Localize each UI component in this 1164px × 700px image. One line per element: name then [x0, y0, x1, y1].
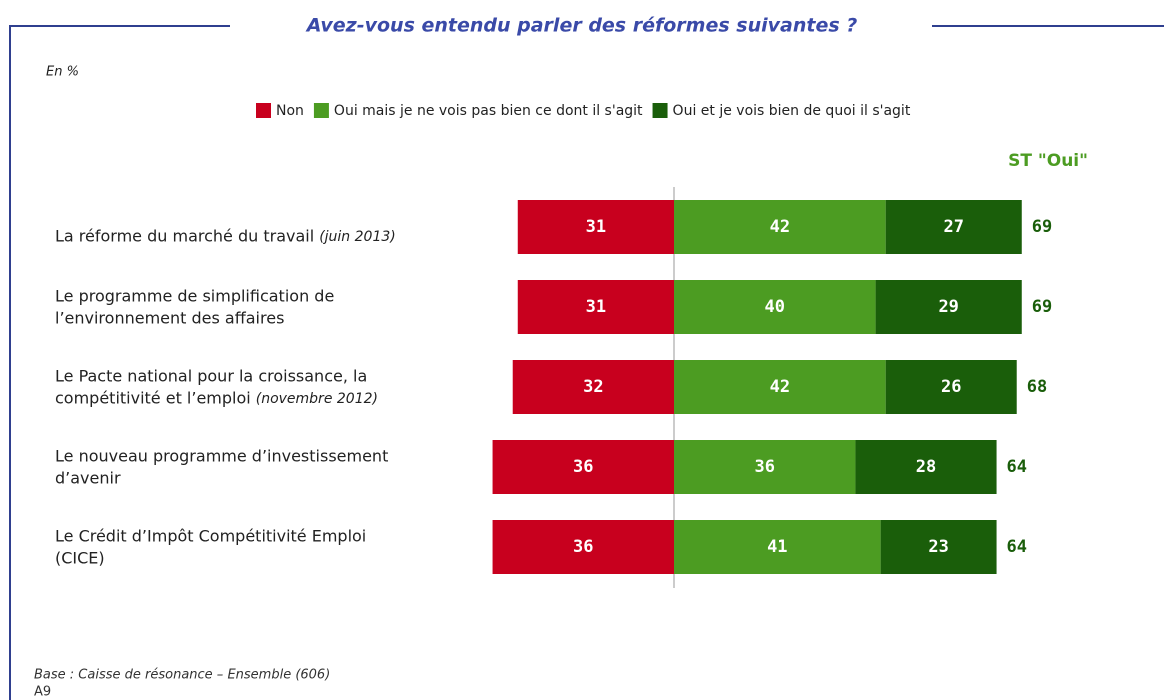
legend-swatch	[313, 103, 329, 118]
category-label: Le programme de simplification de	[55, 287, 334, 306]
footnote: Base : Caisse de résonance – Ensemble (6…	[34, 668, 330, 683]
bar-segment	[674, 280, 876, 334]
bar-segment	[880, 520, 997, 574]
value-label: 36	[754, 457, 774, 477]
value-label: 42	[770, 377, 790, 397]
value-label: 40	[765, 297, 785, 317]
category-label: d’avenir	[55, 469, 121, 488]
category-note: (novembre 2012)	[256, 391, 378, 407]
value-label: 32	[583, 377, 603, 397]
value-label: 36	[573, 457, 593, 477]
chart-title: Avez-vous entendu parler des réformes su…	[305, 15, 858, 37]
total-label: 64	[1007, 457, 1027, 477]
total-label: 69	[1032, 217, 1052, 237]
bar-segment	[875, 280, 1022, 334]
legend-label: Oui mais je ne vois pas bien ce dont il …	[334, 103, 643, 119]
category-label: La réforme du marché du travail	[55, 227, 314, 246]
value-label: 27	[943, 217, 963, 237]
subtitle: En %	[46, 65, 79, 80]
bar-segment	[517, 200, 674, 254]
bar-segment	[674, 440, 856, 494]
value-label: 23	[928, 537, 948, 557]
legend-swatch	[652, 103, 668, 118]
value-label: 41	[767, 537, 787, 557]
category-label: l’environnement des affaires	[55, 309, 284, 328]
category-label: Le Pacte national pour la croissance, la	[55, 367, 367, 386]
value-label: 31	[586, 297, 606, 317]
category-label: compétitivité et l’emploi	[55, 389, 251, 408]
bar-segment	[517, 280, 674, 334]
value-label: 42	[770, 217, 790, 237]
value-label: 31	[586, 217, 606, 237]
bar-segment	[674, 520, 881, 574]
legend-label: Oui et je vois bien de quoi il s'agit	[673, 103, 911, 119]
value-label: 26	[941, 377, 961, 397]
bar-segment	[885, 200, 1022, 254]
total-label: 68	[1027, 377, 1047, 397]
bar-segment	[885, 360, 1017, 414]
value-label: 28	[916, 457, 936, 477]
legend-swatch	[256, 103, 271, 118]
legend-label: Non	[276, 103, 304, 119]
bar-segment	[512, 360, 674, 414]
value-label: 36	[573, 537, 593, 557]
total-label: 64	[1007, 537, 1027, 557]
footnote: A9	[34, 685, 51, 700]
total-label: 69	[1032, 297, 1052, 317]
totals-header: ST "Oui"	[1008, 151, 1088, 171]
bar-segment	[492, 520, 674, 574]
category-note: (juin 2013)	[319, 229, 396, 245]
bar-segment	[674, 200, 886, 254]
bar-segment	[855, 440, 997, 494]
category-label: Le Crédit d’Impôt Compétitivité Emploi	[55, 527, 366, 546]
category-label: (CICE)	[55, 549, 105, 568]
category-label: Le nouveau programme d’investissement	[55, 447, 388, 466]
bar-segment	[674, 360, 886, 414]
value-label: 29	[938, 297, 958, 317]
bar-segment	[492, 440, 674, 494]
